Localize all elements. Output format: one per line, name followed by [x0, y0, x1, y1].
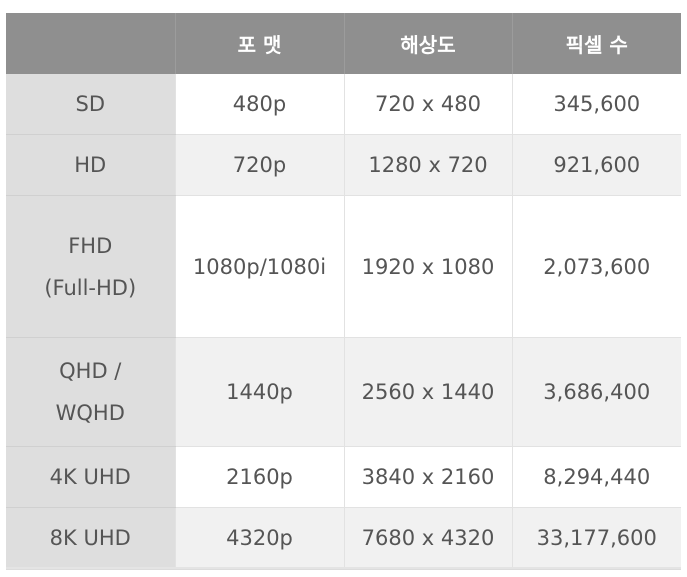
table-row: FHD (Full-HD) 1080p/1080i 1920 x 1080 2,… — [6, 195, 681, 338]
table-row: 8K UHD 4320p 7680 x 4320 33,177,600 — [6, 507, 681, 570]
format-cell: 2160p — [174, 446, 344, 508]
table-row: QHD / WQHD 1440p 2560 x 1440 3,686,400 — [6, 337, 681, 447]
row-name-cell: FHD (Full-HD) — [6, 195, 175, 338]
resolution-cell: 2560 x 1440 — [343, 337, 512, 447]
pixels-cell: 33,177,600 — [511, 507, 681, 570]
header-format: 포 맷 — [174, 13, 344, 74]
resolution-table: 포 맷 해상도 픽셀 수 SD 480p 720 x 480 345,600 H… — [6, 13, 681, 570]
pixels-cell: 3,686,400 — [511, 337, 681, 447]
header-row: 포 맷 해상도 픽셀 수 — [6, 13, 681, 74]
row-name-cell: 8K UHD — [6, 507, 175, 570]
pixels-cell: 8,294,440 — [511, 446, 681, 508]
header-blank-cell — [6, 13, 175, 74]
row-name-cell: SD — [6, 74, 175, 135]
table-body: SD 480p 720 x 480 345,600 HD 720p 1280 x… — [6, 74, 681, 570]
pixels-cell: 345,600 — [511, 74, 681, 135]
format-cell: 1440p — [174, 337, 344, 447]
format-cell: 1080p/1080i — [174, 195, 344, 338]
format-cell: 720p — [174, 134, 344, 196]
format-cell: 4320p — [174, 507, 344, 570]
table-header: 포 맷 해상도 픽셀 수 — [6, 13, 681, 74]
table-row: HD 720p 1280 x 720 921,600 — [6, 134, 681, 196]
resolution-cell: 1920 x 1080 — [343, 195, 512, 338]
resolution-cell: 7680 x 4320 — [343, 507, 512, 570]
row-name-cell: QHD / WQHD — [6, 337, 175, 447]
row-name: 8K UHD — [49, 526, 131, 550]
row-name: 4K UHD — [49, 465, 131, 489]
row-name-subtitle: (Full-HD) — [44, 275, 137, 300]
row-name-cell: 4K UHD — [6, 446, 175, 508]
row-name: QHD / — [59, 359, 122, 383]
row-name-subtitle: WQHD — [55, 401, 125, 425]
table-row: SD 480p 720 x 480 345,600 — [6, 74, 681, 135]
pixels-cell: 2,073,600 — [511, 195, 681, 338]
resolution-cell: 720 x 480 — [343, 74, 512, 135]
table-row: 4K UHD 2160p 3840 x 2160 8,294,440 — [6, 446, 681, 508]
header-pixels: 픽셀 수 — [511, 13, 681, 74]
row-name: FHD — [68, 233, 113, 258]
table-bottom-rule — [6, 567, 681, 569]
row-name: HD — [74, 153, 107, 177]
pixels-cell: 921,600 — [511, 134, 681, 196]
resolution-cell: 3840 x 2160 — [343, 446, 512, 508]
resolution-cell: 1280 x 720 — [343, 134, 512, 196]
format-cell: 480p — [174, 74, 344, 135]
row-name: SD — [75, 92, 105, 116]
row-name-cell: HD — [6, 134, 175, 196]
header-resolution: 해상도 — [343, 13, 512, 74]
